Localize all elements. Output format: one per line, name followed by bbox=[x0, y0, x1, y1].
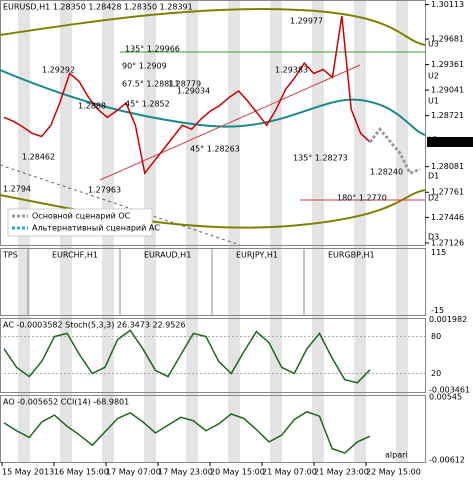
panel-frame bbox=[0, 395, 426, 463]
logo: alpari bbox=[385, 451, 408, 460]
annotation: 67.5° 1.28811 bbox=[122, 80, 179, 89]
level-label: D1 bbox=[428, 172, 439, 181]
y-tick-label: 1.27446 bbox=[431, 213, 464, 222]
panel-title: AC -0.0003582 Stoch(5,3,3) 26.3473 22.95… bbox=[3, 321, 186, 330]
oscillator-line bbox=[3, 329, 371, 384]
y-tick-label: 1.30113 bbox=[431, 0, 464, 9]
annotation: 1.28462 bbox=[22, 153, 55, 162]
panel-frame bbox=[0, 318, 426, 393]
legend-label: Альтернативный сценарий АС bbox=[32, 224, 160, 233]
pair-label: EURAUD,H1 bbox=[144, 251, 191, 260]
current-price: 1.28391 bbox=[430, 137, 463, 146]
annotation: 45° 1.28263 bbox=[190, 145, 240, 154]
y2-tick-label: -0.00612 bbox=[429, 455, 465, 464]
y-tick-label: 1.29041 bbox=[431, 86, 464, 95]
x-tick-label: 17 May 23:00 bbox=[158, 468, 213, 477]
session-band bbox=[312, 0, 324, 462]
x-tick-label: 21 May 23:00 bbox=[314, 468, 369, 477]
annotation: 1.29977 bbox=[290, 17, 323, 26]
session-band bbox=[228, 0, 240, 462]
y-tick-label: 1.29681 bbox=[431, 35, 464, 44]
price-line bbox=[3, 15, 371, 175]
pair-label: EURJPY,H1 bbox=[236, 251, 278, 260]
panel-frame bbox=[0, 248, 426, 316]
y-tick-label: 115 bbox=[431, 248, 446, 257]
y-tick-label: 1.28721 bbox=[431, 111, 464, 120]
trend-line bbox=[99, 64, 361, 181]
annotation: 1.29034 bbox=[177, 87, 210, 96]
x-tick-label: 22 May 15:00 bbox=[366, 468, 421, 477]
annotation: 1.2888 bbox=[78, 102, 106, 111]
y2-tick-label: 0.00545 bbox=[429, 392, 462, 401]
annotation: 1.28240 bbox=[370, 168, 403, 177]
y-tick-label: 1.27761 bbox=[431, 188, 464, 197]
annotation: 45° 1.2852 bbox=[125, 100, 170, 109]
y-tick-label: 1.29361 bbox=[431, 60, 464, 69]
annotation: 135° 1.28273 bbox=[293, 154, 348, 163]
y2-tick-label: 0.001982 bbox=[429, 315, 467, 324]
oscillator-line bbox=[3, 410, 371, 454]
moving-average bbox=[0, 69, 426, 136]
panel-title: EURUSD,H1 1.28350 1.28428 1.28350 1.2839… bbox=[3, 3, 193, 12]
annotation: 90° 1.2909 bbox=[122, 62, 167, 71]
panel-title: TPS bbox=[2, 251, 18, 260]
legend-label: Основной сценарий ОС bbox=[32, 212, 131, 221]
x-tick-label: 21 May 07:00 bbox=[262, 468, 317, 477]
annotation: 1.28779 bbox=[168, 80, 201, 89]
y-tick-label: 20 bbox=[431, 369, 441, 378]
level-label: D3 bbox=[428, 233, 439, 242]
annotation: 1.29292 bbox=[42, 66, 75, 75]
annotation: 1.27963 bbox=[88, 186, 121, 195]
level-label: U2 bbox=[428, 72, 439, 81]
y-tick-label: 80 bbox=[431, 332, 441, 341]
scenario-main bbox=[368, 126, 421, 176]
panel-title: AO -0.005652 CCI(14) -68.9801 bbox=[3, 398, 129, 407]
annotation: 180° 1.2770 bbox=[337, 194, 387, 203]
annotation: 1.2794 bbox=[3, 185, 31, 194]
level-label: U3 bbox=[428, 40, 439, 49]
session-band bbox=[354, 0, 366, 462]
session-band bbox=[186, 0, 198, 462]
annotation: 135° 1.29966 bbox=[125, 45, 180, 54]
legend-box bbox=[7, 208, 153, 237]
channel bbox=[0, 8, 426, 46]
x-tick-label: 15 May 2013 bbox=[2, 468, 54, 477]
y-tick-label: 1.28081 bbox=[431, 162, 464, 171]
y-tick-label: -15 bbox=[431, 306, 444, 315]
x-tick-label: 16 May 15:00 bbox=[54, 468, 109, 477]
level-label: LB bbox=[428, 136, 438, 145]
level-label: U1 bbox=[428, 97, 439, 106]
y2-tick-label: -0.003461 bbox=[429, 386, 470, 395]
annotation: 1.29383 bbox=[275, 66, 308, 75]
pair-label: EURCHF,H1 bbox=[52, 251, 98, 260]
pair-label: EURGBP,H1 bbox=[328, 251, 375, 260]
panel-frame bbox=[0, 0, 426, 246]
level-label: D2 bbox=[428, 194, 439, 203]
x-tick-label: 17 May 07:00 bbox=[106, 468, 161, 477]
price-marker bbox=[427, 136, 473, 147]
x-tick-label: 20 May 15:00 bbox=[210, 468, 265, 477]
trend-line bbox=[0, 164, 241, 246]
y-tick-label: 1.27126 bbox=[431, 238, 464, 247]
